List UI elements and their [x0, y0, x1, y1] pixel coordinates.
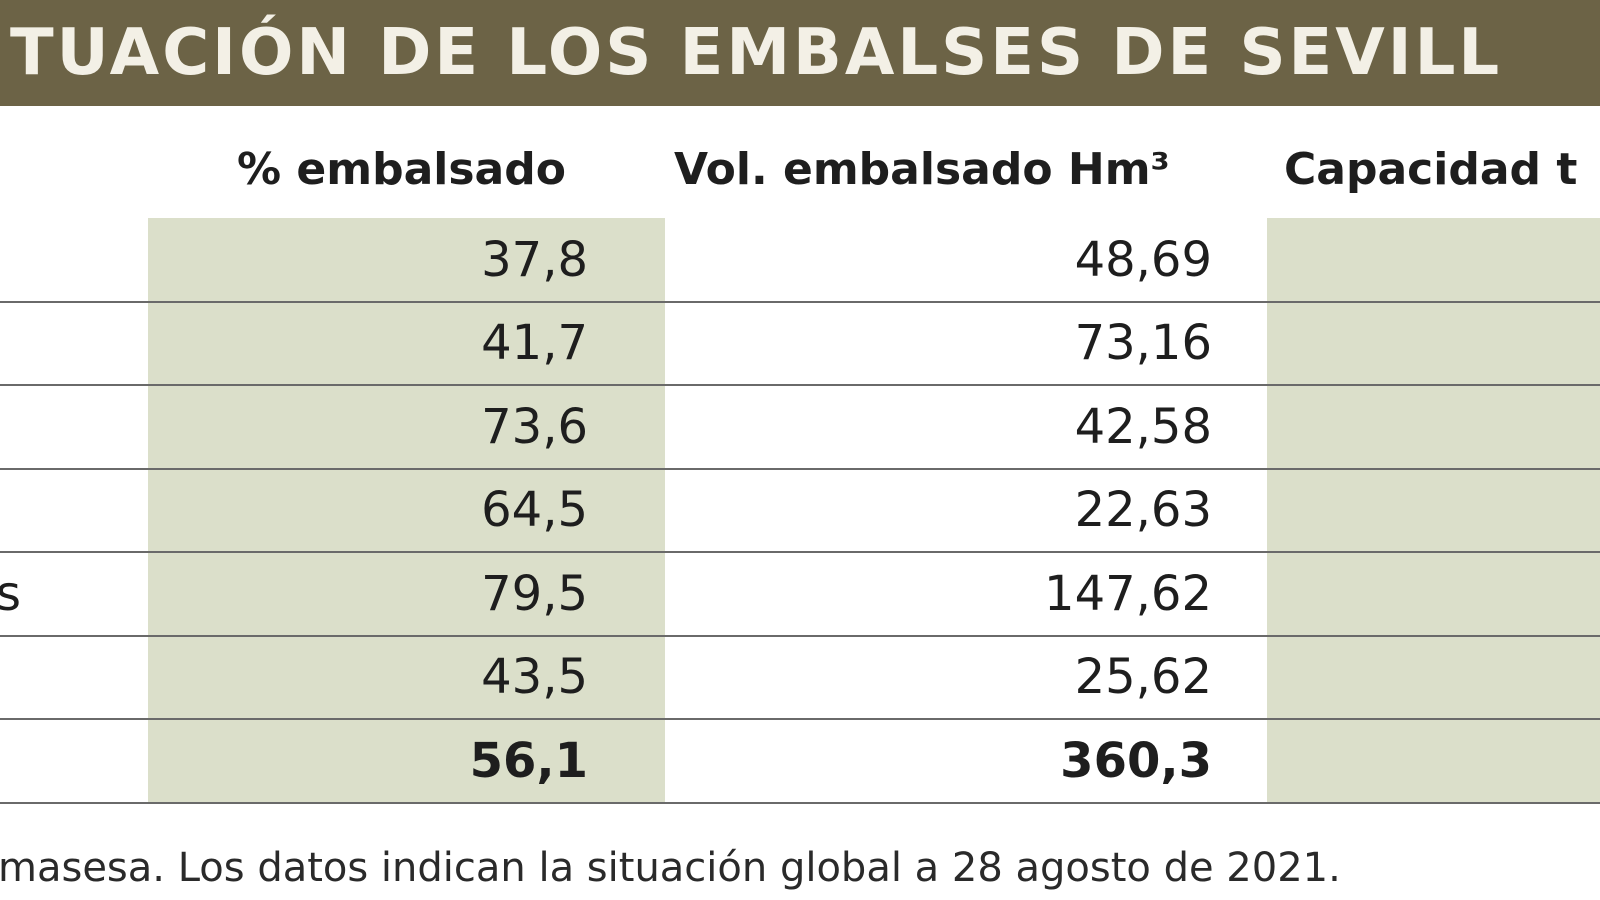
column-header: % embalsado: [237, 144, 566, 195]
cell: 73,6: [481, 398, 588, 455]
cell: 43,5: [481, 649, 588, 706]
row-rule: [0, 300, 1600, 303]
row-rule: [0, 718, 1600, 720]
footnote: masesa. Los datos indican la situación g…: [0, 845, 1341, 891]
column-shade: [1267, 218, 1600, 803]
cell: 360,3: [1060, 732, 1212, 789]
cell: 37,8: [481, 231, 588, 288]
title: TUACIÓN DE LOS EMBALSES DE SEVILL: [10, 16, 1503, 90]
row-rule: [0, 467, 1600, 470]
row-rule: [0, 551, 1600, 553]
cell: 56,1: [469, 732, 588, 789]
cell: 25,62: [1074, 649, 1212, 706]
cell: 41,7: [481, 315, 588, 372]
cell: 42,58: [1074, 398, 1212, 455]
cell: 22,63: [1074, 482, 1212, 539]
row-rule: [0, 384, 1600, 386]
title-bar: [0, 0, 1600, 106]
row-rule: [0, 801, 1600, 804]
column-header: Capacidad t: [1284, 144, 1578, 195]
column-shade: [148, 218, 665, 803]
cell: 48,69: [1074, 231, 1212, 288]
cell: 64,5: [481, 482, 588, 539]
column-header: Vol. embalsado Hm³: [674, 144, 1170, 195]
row-label: s: [0, 565, 22, 622]
row-rule: [0, 634, 1600, 637]
cell: 73,16: [1074, 315, 1212, 372]
cell: 79,5: [481, 565, 588, 622]
cell: 147,62: [1044, 565, 1212, 622]
